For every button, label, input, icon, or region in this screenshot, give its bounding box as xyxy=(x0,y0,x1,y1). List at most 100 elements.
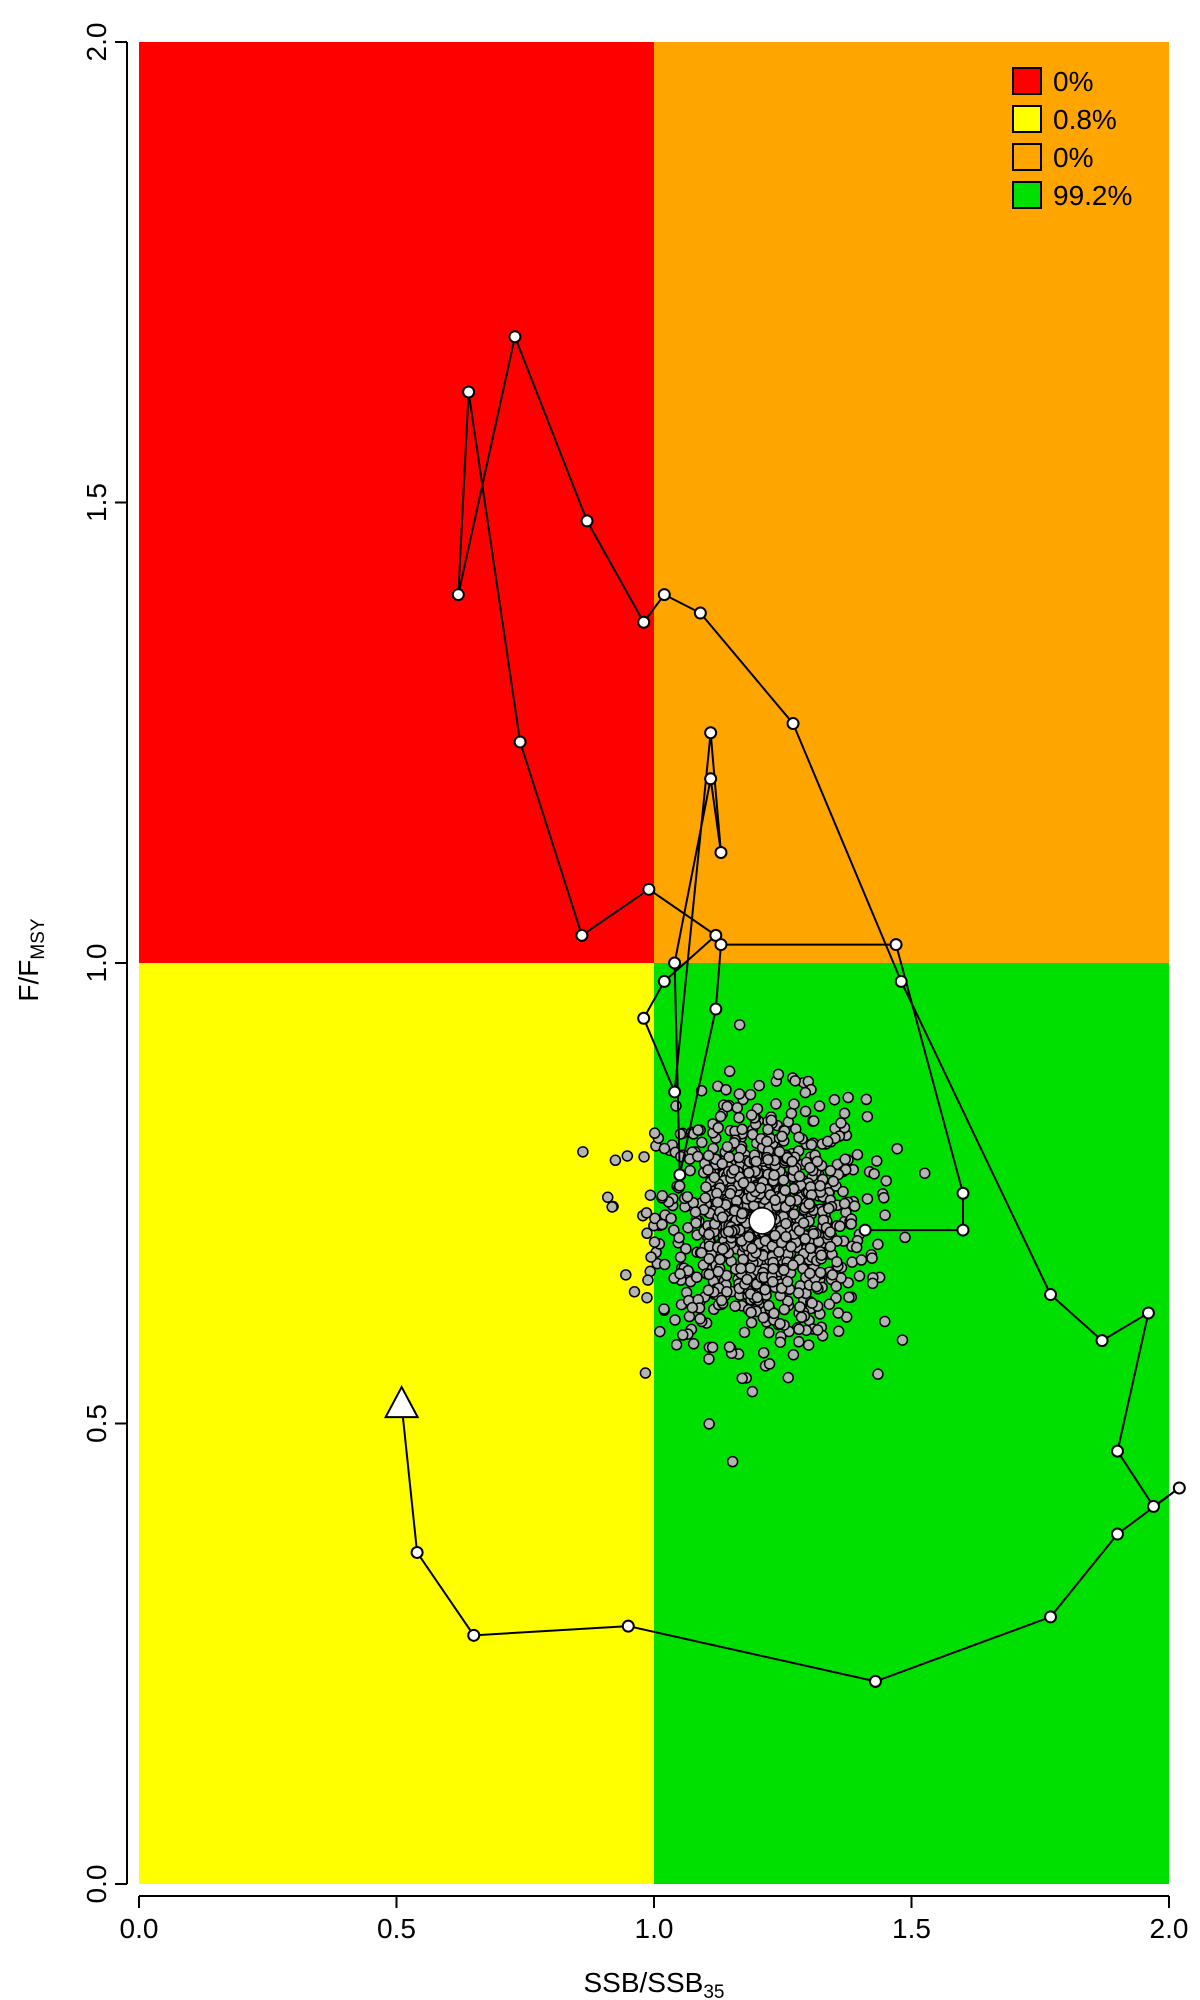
cloud-point xyxy=(866,1252,878,1264)
trajectory-point xyxy=(508,330,522,344)
cloud-point xyxy=(799,1105,812,1118)
cloud-point xyxy=(620,1269,632,1281)
trajectory-point xyxy=(637,1011,651,1025)
cloud-point xyxy=(774,1336,787,1348)
cloud-point xyxy=(780,1231,792,1243)
cloud-point xyxy=(899,1231,911,1244)
cloud-point xyxy=(794,1301,806,1313)
cloud-point xyxy=(879,1209,891,1221)
cloud-point xyxy=(639,1367,652,1379)
cloud-point xyxy=(786,1155,798,1168)
cloud-point xyxy=(716,1211,729,1223)
cloud-point xyxy=(767,1262,779,1275)
cloud-point xyxy=(769,1229,781,1242)
cloud-point xyxy=(726,1455,739,1468)
trajectory-point xyxy=(704,772,718,786)
trajectory-point xyxy=(621,1619,635,1633)
cloud-point xyxy=(736,1207,748,1220)
cloud-point xyxy=(810,1280,823,1293)
cloud-point xyxy=(781,1275,794,1288)
cloud-point xyxy=(804,1161,816,1174)
trajectory-point xyxy=(704,726,718,740)
cloud-point xyxy=(728,1164,740,1176)
cloud-point xyxy=(640,1207,653,1219)
trajectory-point xyxy=(657,588,671,602)
cloud-point xyxy=(721,1140,734,1153)
cloud-point xyxy=(702,1284,715,1296)
x-tick-label: 2.0 xyxy=(1150,1913,1189,1944)
legend: 0% 0.8% 0% 99.2% xyxy=(1012,66,1132,211)
cloud-point xyxy=(680,1243,692,1255)
cloud-point xyxy=(708,1171,721,1184)
y-tick-label: 1.0 xyxy=(81,944,112,983)
cloud-point xyxy=(703,1228,715,1241)
quadrant-overfished-overfishing xyxy=(139,42,654,963)
cloud-point xyxy=(813,1100,826,1112)
cloud-point xyxy=(774,1318,786,1330)
cloud-point xyxy=(831,1256,843,1268)
cloud-point xyxy=(746,1385,759,1398)
cloud-point xyxy=(768,1307,780,1320)
cloud-point xyxy=(648,1236,661,1248)
cloud-point xyxy=(808,1115,820,1127)
cloud-point xyxy=(744,1088,757,1101)
cloud-point xyxy=(861,1193,874,1205)
cloud-point xyxy=(751,1291,764,1304)
cloud-point xyxy=(822,1202,835,1215)
cloud-point xyxy=(695,1246,708,1259)
cloud-point xyxy=(716,1243,729,1256)
y-axis-label-sub: MSY xyxy=(28,918,49,960)
cloud-point xyxy=(699,1192,712,1204)
cloud-point xyxy=(723,1065,736,1078)
quadrant-layer xyxy=(139,42,1169,1884)
cloud-point xyxy=(721,1285,733,1298)
cloud-point xyxy=(731,1102,744,1114)
cloud-point xyxy=(745,1316,758,1329)
trajectory-point xyxy=(714,938,728,952)
cloud-point xyxy=(806,1297,818,1309)
cloud-point xyxy=(689,1206,702,1218)
cloud-point xyxy=(750,1155,762,1168)
cloud-point xyxy=(804,1242,817,1255)
cloud-point xyxy=(868,1168,880,1180)
cloud-point xyxy=(692,1124,704,1136)
trajectory-point xyxy=(709,1002,723,1016)
axes: 0.0 0.5 1.0 1.5 2.0 0.0 0.5 1.0 1.5 2.0 xyxy=(81,23,1188,1944)
cloud-point xyxy=(686,1301,699,1314)
cloud-point xyxy=(738,1326,751,1339)
cloud-point xyxy=(769,1194,781,1206)
cloud-point xyxy=(807,1228,820,1240)
trajectory-point xyxy=(642,882,656,896)
cloud-point xyxy=(670,1100,682,1112)
cloud-point xyxy=(815,1249,828,1261)
cloud-point xyxy=(761,1135,773,1148)
cloud-point xyxy=(733,1151,745,1164)
cloud-point xyxy=(793,1336,805,1348)
cloud-point xyxy=(621,1150,634,1162)
cloud-point xyxy=(832,1325,845,1338)
cloud-point xyxy=(824,1226,836,1238)
trajectory-point xyxy=(673,1168,687,1182)
cloud-point xyxy=(835,1117,847,1129)
cloud-point xyxy=(706,1341,719,1354)
cloud-point xyxy=(724,1188,736,1200)
cloud-point xyxy=(787,1349,800,1361)
cloud-point xyxy=(696,1136,708,1149)
cloud-point xyxy=(641,1227,653,1240)
cloud-point xyxy=(776,1130,788,1143)
trajectory-point xyxy=(668,1085,682,1099)
cloud-point xyxy=(673,1180,686,1192)
cloud-point xyxy=(782,1371,794,1384)
cloud-point xyxy=(606,1201,618,1213)
cloud-point xyxy=(665,1212,677,1225)
cloud-point xyxy=(638,1151,650,1163)
cloud-point xyxy=(770,1098,782,1110)
cloud-point xyxy=(714,1253,726,1266)
trajectory-point xyxy=(410,1545,424,1559)
trajectory xyxy=(383,330,1186,1688)
cloud-point xyxy=(656,1218,668,1231)
cloud-point xyxy=(842,1091,854,1104)
cloud-point xyxy=(879,1315,891,1328)
cloud-point xyxy=(830,1280,842,1293)
cloud-point xyxy=(684,1164,696,1177)
